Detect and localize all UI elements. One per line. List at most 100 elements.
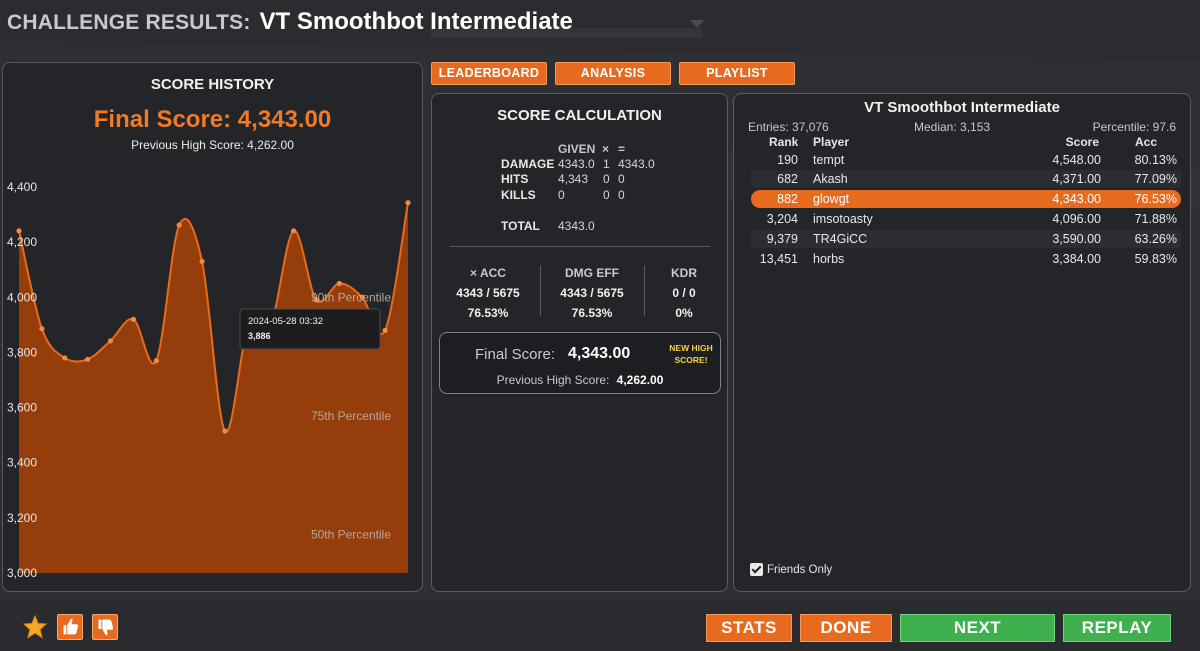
row-acc: 76.53% <box>1134 192 1177 206</box>
stat-kdr: KDR 0 / 0 0% <box>639 266 729 320</box>
stat-divider <box>644 266 645 316</box>
score-calc-title: SCORE CALCULATION <box>497 107 662 124</box>
score-area <box>19 202 408 574</box>
percentile-label: 75th Percentile <box>311 409 391 423</box>
kills-mult: 0 <box>603 188 610 202</box>
final-score-box: Final Score: 4,343.00 NEW HIGH SCORE! Pr… <box>439 332 721 394</box>
tooltip-date: 2024-05-28 03:32 <box>248 316 323 327</box>
stat-dmg-eff-ratio: 4343 / 5675 <box>560 286 624 300</box>
done-button[interactable]: DONE <box>800 614 892 642</box>
leaderboard-row[interactable]: 9,379 TR4GiCC 3,590.00 63.26% <box>751 230 1181 248</box>
previous-high-score: Previous High Score: 4,262.00 <box>131 138 294 152</box>
entries-count: Entries: 37,076 <box>748 120 829 134</box>
row-player: Akash <box>813 172 848 186</box>
score-point <box>382 327 388 333</box>
row-score: 4,343.00 <box>1052 192 1101 206</box>
col-equals: = <box>618 142 626 156</box>
score-point <box>199 258 205 265</box>
row-score: 4,096.00 <box>1052 212 1101 226</box>
friends-only-checkbox[interactable] <box>750 563 763 576</box>
score-point <box>405 200 411 206</box>
stat-acc-pct: 76.53% <box>467 306 509 320</box>
row-player: horbs <box>813 252 845 266</box>
damage-given: 4343.0 <box>558 157 595 171</box>
row-rank: 13,451 <box>759 252 798 266</box>
y-tick-label: 3,400 <box>7 456 37 470</box>
leaderboard-row[interactable]: 190 tempt 4,548.00 80.13% <box>751 151 1181 169</box>
leaderboard-row[interactable]: 13,451 horbs 3,384.00 59.83% <box>751 250 1181 268</box>
score-calculation-panel: SCORE CALCULATION GIVEN × = DAMAGE 4343.… <box>431 93 728 592</box>
chart-tooltip <box>239 308 381 350</box>
score-point <box>336 280 342 287</box>
tab-playlist[interactable]: PLAYLIST <box>679 62 795 85</box>
final-score-label: Final Score: <box>475 346 556 363</box>
next-button[interactable]: NEXT <box>900 614 1055 642</box>
damage-mult: 1 <box>603 157 610 171</box>
col-rank[interactable]: Rank <box>769 135 799 149</box>
row-rank: 9,379 <box>766 232 798 246</box>
score-history-title: SCORE HISTORY <box>150 76 275 93</box>
tooltip-value: 3,886 <box>248 331 271 341</box>
median-score: Median: 3,153 <box>914 120 991 134</box>
score-point <box>176 222 182 228</box>
score-point <box>85 356 91 362</box>
score-history-chart[interactable]: 4,400 4,200 4,000 3,800 3,600 3,400 3,200 3,000… <box>3 63 422 591</box>
row-rank: 682 <box>777 172 798 186</box>
header-prefix: CHALLENGE RESULTS: <box>7 11 251 34</box>
hits-given: 4,343 <box>558 172 589 186</box>
score-point <box>153 358 159 364</box>
final-score-value: 4,343.00 <box>568 345 631 362</box>
row-player: imsotoasty <box>813 212 873 226</box>
stats-button[interactable]: STATS <box>706 614 792 642</box>
leaderboard-row-current-player[interactable]: 882 glowgt 4,343.00 76.53% <box>751 190 1181 208</box>
score-point <box>130 316 137 322</box>
y-tick-label: 3,800 <box>7 345 37 359</box>
col-acc[interactable]: Acc <box>1134 135 1157 149</box>
percentile: Percentile: 97.6 <box>1092 120 1176 134</box>
score-point <box>290 228 297 234</box>
friends-only-label: Friends Only <box>767 563 833 576</box>
new-high-line2: SCORE! <box>674 355 708 365</box>
y-tick-label: 3,000 <box>7 566 37 580</box>
row-acc: 71.88% <box>1134 212 1177 226</box>
score-history-panel: SCORE HISTORY Final Score: 4,343.00 Prev… <box>2 62 423 592</box>
y-tick-label: 4,400 <box>7 180 37 194</box>
row-player: glowgt <box>813 192 850 206</box>
damage-label: DAMAGE <box>501 157 555 171</box>
row-score: 3,590.00 <box>1052 232 1101 246</box>
score-point <box>39 326 45 332</box>
col-score[interactable]: Score <box>1065 135 1099 149</box>
thumbs-down-icon[interactable] <box>92 614 118 640</box>
leaderboard-row[interactable]: 682 Akash 4,371.00 77.09% <box>751 170 1181 188</box>
prev-high-value: 4,262.00 <box>616 373 664 387</box>
percentile-label: 90th Percentile <box>311 290 391 304</box>
leaderboard-row[interactable]: 3,204 imsotoasty 4,096.00 71.88% <box>751 210 1181 228</box>
stat-acc-label: × ACC <box>470 266 506 280</box>
stat-acc-ratio: 4343 / 5675 <box>456 286 520 300</box>
tab-analysis[interactable]: ANALYSIS <box>555 62 671 85</box>
row-rank: 190 <box>777 153 798 167</box>
row-acc: 63.26% <box>1134 232 1177 246</box>
stat-dmg-eff: DMG EFF 4343 / 5675 76.53% <box>547 266 637 320</box>
new-high-line1: NEW HIGH <box>669 343 713 353</box>
score-point <box>107 338 114 344</box>
col-player[interactable]: Player <box>813 135 850 149</box>
stat-kdr-pct: 0% <box>675 306 693 320</box>
replay-button[interactable]: REPLAY <box>1063 614 1171 642</box>
thumbs-up-icon[interactable] <box>57 614 83 640</box>
score-point <box>359 294 365 300</box>
new-high-score-badge: NEW HIGH SCORE! <box>662 342 720 366</box>
row-score: 3,384.00 <box>1052 252 1101 266</box>
row-score: 4,371.00 <box>1052 172 1101 186</box>
stat-kdr-label: KDR <box>671 266 697 280</box>
score-point <box>313 297 320 303</box>
challenge-title: VT Smoothbot Intermediate <box>259 8 573 35</box>
row-player: TR4GiCC <box>813 232 868 246</box>
stat-dmg-eff-pct: 76.53% <box>571 306 613 320</box>
page-header: CHALLENGE RESULTS: VT Smoothbot Intermed… <box>7 8 573 38</box>
star-icon[interactable] <box>22 614 48 640</box>
row-acc: 59.83% <box>1134 252 1177 266</box>
kills-result: 0 <box>618 188 625 202</box>
friends-only-toggle[interactable]: Friends Only <box>750 563 832 576</box>
tab-leaderboard[interactable]: LEADERBOARD <box>431 62 547 85</box>
